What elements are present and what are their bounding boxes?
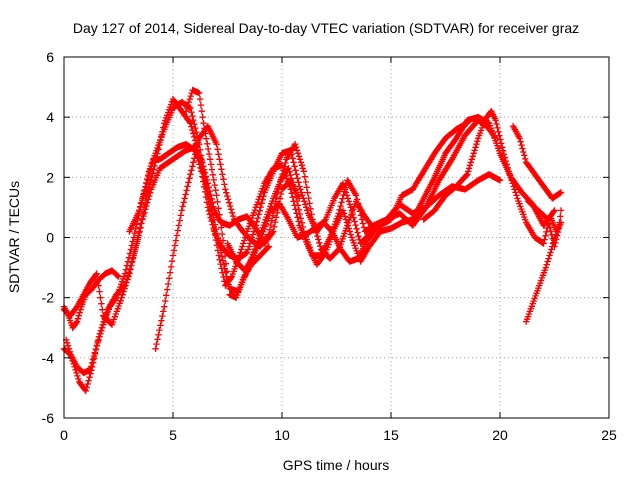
x-axis-label: GPS time / hours	[283, 457, 390, 473]
plus-marker-trace	[152, 123, 504, 352]
series-sat-d	[152, 123, 504, 352]
plus-marker-trace	[224, 201, 379, 274]
series-sat-l	[224, 201, 379, 274]
data-series	[60, 86, 565, 395]
plus-marker-trace	[63, 120, 471, 395]
series-sat-h	[509, 123, 565, 202]
y-tick-label: 4	[46, 109, 54, 125]
x-tick-label: 20	[492, 427, 508, 443]
axis-ticks: 0 5 10 15 20 25 -6 -4 -2 0 2 4 6	[42, 49, 617, 443]
x-tick-label: 5	[169, 427, 177, 443]
y-axis-label: SDTVAR / TECUs	[6, 181, 22, 293]
plus-marker-trace	[420, 108, 560, 247]
x-tick-label: 25	[601, 427, 617, 443]
plus-marker-trace	[523, 219, 565, 325]
y-tick-label: -4	[42, 350, 55, 366]
plus-marker-trace	[509, 123, 565, 202]
series-sat-c	[63, 120, 471, 395]
x-tick-label: 10	[274, 427, 290, 443]
series-sat-j	[523, 219, 565, 325]
x-tick-label: 0	[60, 427, 68, 443]
y-tick-label: -6	[42, 410, 55, 426]
x-tick-label: 15	[383, 427, 399, 443]
y-tick-label: 6	[46, 49, 54, 65]
series-sat-g	[420, 108, 560, 247]
chart-title: Day 127 of 2014, Sidereal Day-to-day VTE…	[73, 20, 579, 36]
y-tick-label: 0	[46, 230, 54, 246]
y-tick-label: -2	[42, 290, 55, 306]
y-tick-label: 2	[46, 169, 54, 185]
